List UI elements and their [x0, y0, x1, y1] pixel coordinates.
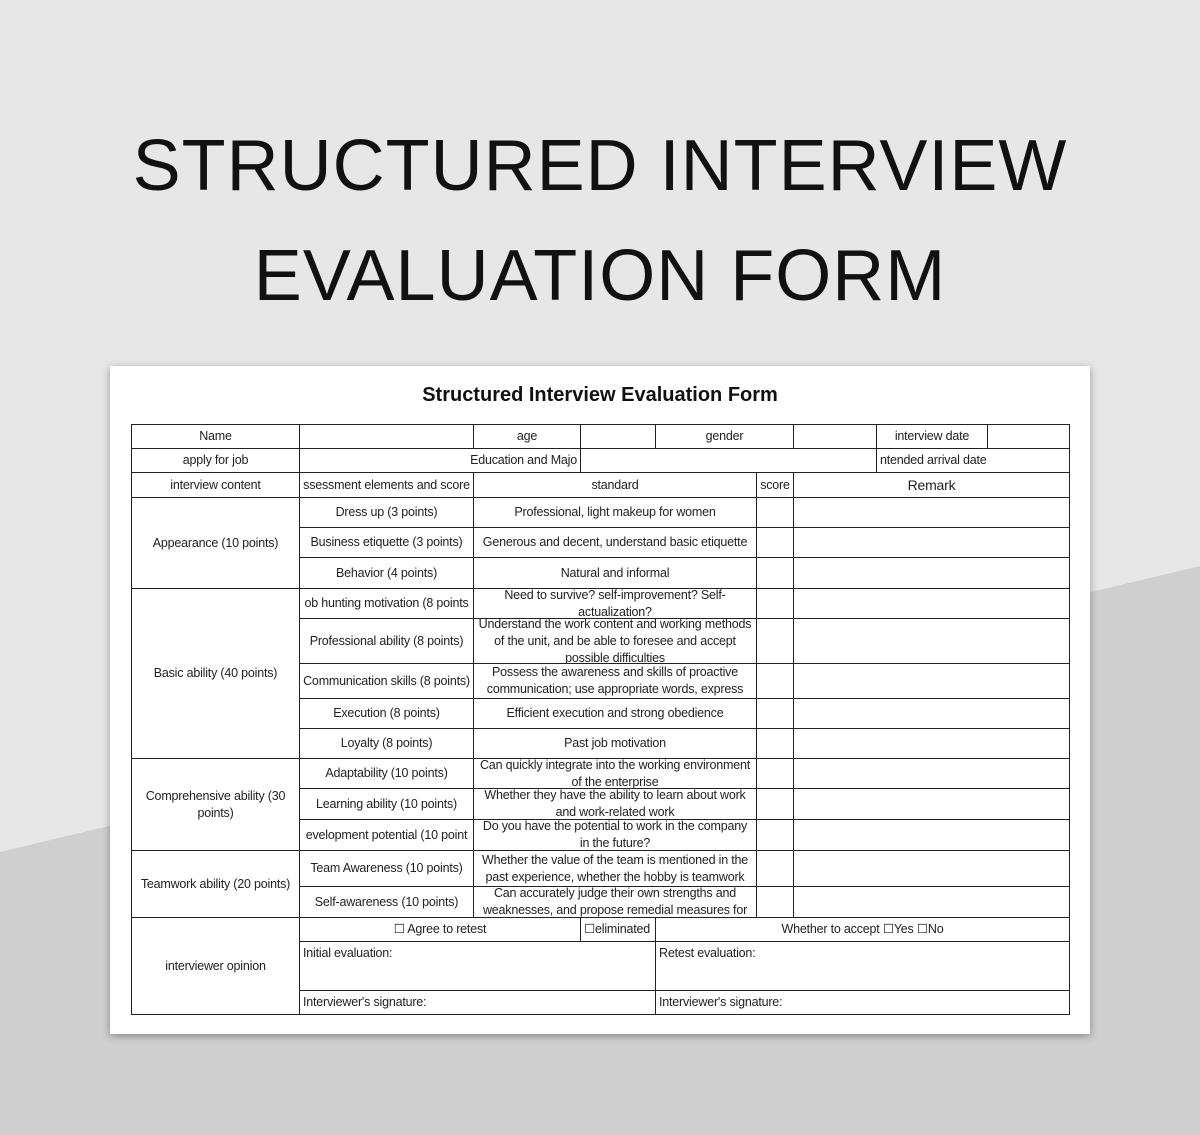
- assessment-element: Communication skills (8 points): [299, 663, 474, 699]
- score-field[interactable]: [756, 758, 794, 789]
- section-label: Teamwork ability (20 points): [131, 850, 300, 918]
- remark-field[interactable]: [793, 788, 1070, 820]
- score-field[interactable]: [756, 850, 794, 887]
- assessment-element: Team Awareness (10 points): [299, 850, 474, 887]
- remark-field[interactable]: [793, 497, 1070, 528]
- standard-text: Can quickly integrate into the working e…: [473, 758, 757, 789]
- score-header: score: [756, 472, 794, 498]
- signature-field-left[interactable]: Interviewer's signature:: [299, 990, 656, 1015]
- score-field[interactable]: [756, 819, 794, 851]
- assessment-element: Adaptability (10 points): [299, 758, 474, 789]
- standard-text: Whether the value of the team is mention…: [473, 850, 757, 887]
- gender-label: gender: [655, 424, 794, 449]
- assessment-element: Business etiquette (3 points): [299, 527, 474, 558]
- standard-text: Past job motivation: [473, 728, 757, 759]
- assessment-element: Learning ability (10 points): [299, 788, 474, 820]
- score-field[interactable]: [756, 663, 794, 699]
- score-field[interactable]: [756, 588, 794, 619]
- remark-header: Remark: [793, 472, 1070, 498]
- score-field[interactable]: [756, 788, 794, 820]
- form-sheet: [110, 366, 1090, 1034]
- standard-text: Can accurately judge their own strengths…: [473, 886, 757, 918]
- remark-field[interactable]: [793, 663, 1070, 699]
- age-label: age: [473, 424, 581, 449]
- assessment-element: Execution (8 points): [299, 698, 474, 729]
- remark-field[interactable]: [793, 588, 1070, 619]
- remark-field[interactable]: [793, 850, 1070, 887]
- name-field[interactable]: [299, 424, 474, 449]
- name-label: Name: [131, 424, 300, 449]
- score-field[interactable]: [756, 886, 794, 918]
- score-field[interactable]: [756, 497, 794, 528]
- remark-field[interactable]: [793, 557, 1070, 589]
- score-field[interactable]: [756, 618, 794, 664]
- interviewer-opinion-label: interviewer opinion: [131, 917, 300, 1015]
- education-major-label: Education and Majo: [299, 448, 581, 473]
- age-field[interactable]: [580, 424, 656, 449]
- score-field[interactable]: [756, 557, 794, 589]
- section-label: Appearance (10 points): [131, 497, 300, 589]
- remark-field[interactable]: [793, 527, 1070, 558]
- interview-date-label: interview date: [876, 424, 988, 449]
- assessment-element: evelopment potential (10 point: [299, 819, 474, 851]
- initial-evaluation-field[interactable]: Initial evaluation:: [299, 941, 656, 991]
- hero-title-line1: STRUCTURED INTERVIEW: [132, 126, 1068, 206]
- apply-for-job-label: apply for job: [131, 448, 300, 473]
- standard-text: Do you have the potential to work in the…: [473, 819, 757, 851]
- accept-yes-no-checkbox[interactable]: Whether to accept ☐Yes ☐No: [655, 917, 1070, 942]
- interview-content-header: interview content: [131, 472, 300, 498]
- signature-field-right[interactable]: Interviewer's signature:: [655, 990, 1070, 1015]
- assessment-element: Loyalty (8 points): [299, 728, 474, 759]
- standard-text: Understand the work content and working …: [473, 618, 757, 664]
- retest-evaluation-field[interactable]: Retest evaluation:: [655, 941, 1070, 991]
- remark-field[interactable]: [793, 886, 1070, 918]
- standard-text: Generous and decent, understand basic et…: [473, 527, 757, 558]
- standard-header: standard: [473, 472, 757, 498]
- assessment-element: Dress up (3 points): [299, 497, 474, 528]
- gender-field[interactable]: [793, 424, 877, 449]
- education-major-field[interactable]: [580, 448, 877, 473]
- remark-field[interactable]: [793, 698, 1070, 729]
- agree-retest-checkbox[interactable]: ☐ Agree to retest: [299, 917, 581, 942]
- standard-text: Need to survive? self-improvement? Self-…: [473, 588, 757, 619]
- arrival-date-label: ntended arrival date: [876, 448, 1070, 473]
- standard-text: Possess the awareness and skills of proa…: [473, 663, 757, 699]
- remark-field[interactable]: [793, 618, 1070, 664]
- score-field[interactable]: [756, 728, 794, 759]
- section-label: Basic ability (40 points): [131, 588, 300, 759]
- standard-text: Natural and informal: [473, 557, 757, 589]
- assessment-element: Behavior (4 points): [299, 557, 474, 589]
- interview-date-field[interactable]: [987, 424, 1070, 449]
- assessment-element: Professional ability (8 points): [299, 618, 474, 664]
- assessment-header: ssessment elements and score: [299, 472, 474, 498]
- assessment-element: ob hunting motivation (8 points: [299, 588, 474, 619]
- remark-field[interactable]: [793, 819, 1070, 851]
- eliminated-checkbox[interactable]: ☐eliminated: [580, 917, 656, 942]
- hero-title-line2: EVALUATION FORM: [253, 236, 947, 316]
- section-label: Comprehensive ability (30 points): [131, 758, 300, 851]
- standard-text: Professional, light makeup for women: [473, 497, 757, 528]
- score-field[interactable]: [756, 698, 794, 729]
- standard-text: Whether they have the ability to learn a…: [473, 788, 757, 820]
- form-title: Structured Interview Evaluation Form: [422, 384, 778, 406]
- remark-field[interactable]: [793, 758, 1070, 789]
- standard-text: Efficient execution and strong obedience: [473, 698, 757, 729]
- score-field[interactable]: [756, 527, 794, 558]
- assessment-element: Self-awareness (10 points): [299, 886, 474, 918]
- remark-field[interactable]: [793, 728, 1070, 759]
